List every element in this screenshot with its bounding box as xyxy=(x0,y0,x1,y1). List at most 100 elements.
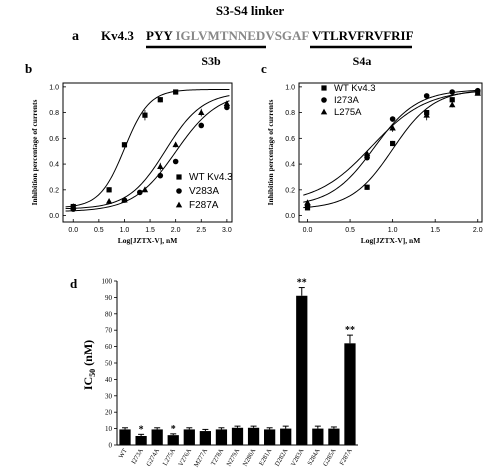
panel-d-label: d xyxy=(70,276,78,291)
data-point xyxy=(141,186,149,193)
y-tick-label: 50 xyxy=(105,360,113,368)
fit-curve-f287a xyxy=(65,95,230,210)
category-label: V276A xyxy=(177,447,193,467)
data-point xyxy=(423,93,430,99)
x-axis-label: Log[JZTX-V], nM xyxy=(361,236,421,245)
y-tick-label: 0.8 xyxy=(285,110,295,117)
y-tick-label: 90 xyxy=(105,294,113,302)
data-point xyxy=(389,124,396,131)
y-tick-label: 0 xyxy=(109,442,113,450)
data-point xyxy=(390,140,396,147)
bar xyxy=(135,435,147,445)
legend-label: F287A xyxy=(189,200,219,211)
bar xyxy=(247,427,260,445)
legend-label: I273A xyxy=(334,95,359,106)
category-label: G274A xyxy=(145,447,161,467)
data-point xyxy=(223,100,231,106)
legend-marker xyxy=(321,85,327,91)
fit-curve-i273a xyxy=(303,89,478,203)
y-tick-label: 1.0 xyxy=(49,84,59,91)
x-tick-label: 2.0 xyxy=(171,227,181,234)
y-tick-label: 30 xyxy=(105,392,113,400)
y-tick-label: 0.6 xyxy=(285,136,295,143)
data-point xyxy=(449,101,456,108)
legend-label: WT Kv4.3 xyxy=(189,172,233,183)
data-point xyxy=(474,89,481,96)
category-label: WT xyxy=(118,447,129,459)
category-label: E281A xyxy=(258,447,273,467)
x-tick-label: 3.0 xyxy=(222,227,232,234)
category-label: S284A xyxy=(306,447,321,466)
bar xyxy=(264,429,276,445)
category-label: G285A xyxy=(322,447,338,467)
bar xyxy=(296,295,308,445)
data-point xyxy=(198,109,205,116)
bar xyxy=(280,428,292,445)
bar xyxy=(151,429,163,445)
fit-curve-l275a xyxy=(303,91,478,196)
legend-marker xyxy=(176,188,182,194)
panel-a: S3-S4 linker a Kv4.3 PYY IGLVMTNNEDVSGAF… xyxy=(72,3,414,68)
legend-label: L275A xyxy=(334,107,362,118)
panel-c-label: c xyxy=(261,61,267,76)
linker-title: S3-S4 linker xyxy=(216,3,284,18)
category-label: N279A xyxy=(226,447,242,467)
bar xyxy=(312,428,324,445)
data-point xyxy=(157,97,163,103)
ylabel-unit: (nM) xyxy=(81,340,95,369)
channel-name: Kv4.3 xyxy=(101,28,134,43)
y-tick-label: 0.2 xyxy=(49,187,59,194)
x-tick-label: 0.0 xyxy=(68,227,78,234)
panel-c: c 0.0 0.5 1.0 1.5 2.0 0.0 0.2 0.4 0.6 0.8 1.0 Log[JZ… xyxy=(261,61,483,245)
data-point xyxy=(423,111,430,118)
fit-curve-v283a xyxy=(65,100,230,212)
y-axis-label: Inhibition percentage of currents xyxy=(30,100,39,206)
y-axis-label: IC50 (nM) xyxy=(81,340,97,390)
y-tick-label: 0.8 xyxy=(49,110,59,117)
bar xyxy=(183,429,195,445)
y-tick-label: 0.0 xyxy=(49,213,59,220)
category-label: L275A xyxy=(162,447,177,467)
data-point xyxy=(389,116,396,122)
legend-marker xyxy=(176,174,182,180)
legend-marker xyxy=(175,201,183,208)
ylabel-main: IC xyxy=(81,377,95,390)
data-point xyxy=(363,150,371,157)
category-label: F287A xyxy=(339,447,354,466)
fit-curve-wt-kv4-3 xyxy=(65,88,230,208)
data-point xyxy=(121,196,128,203)
category-label: D282A xyxy=(274,447,290,467)
ylabel-subscript: 50 xyxy=(88,369,97,377)
y-tick-label: 0.4 xyxy=(285,162,295,169)
significance-marker: * xyxy=(171,424,176,435)
y-tick-label: 100 xyxy=(102,278,113,286)
y-tick-label: 20 xyxy=(105,409,113,417)
seq-part3: VTLRVFRVFRIF xyxy=(312,28,414,43)
data-point xyxy=(224,104,230,111)
category-label: T278A xyxy=(210,447,225,467)
data-point xyxy=(173,89,179,95)
data-point xyxy=(449,97,455,103)
panel-a-label: a xyxy=(72,29,79,44)
x-tick-label: 2.5 xyxy=(196,227,206,234)
category-label: M277A xyxy=(193,447,209,468)
data-point xyxy=(172,141,179,148)
bar xyxy=(167,435,179,445)
y-tick-label: 1.0 xyxy=(285,84,295,91)
y-tick-label: 0.6 xyxy=(49,136,59,143)
data-point xyxy=(157,163,164,170)
panel-b-label: b xyxy=(25,61,32,76)
y-tick-label: 10 xyxy=(105,425,113,433)
significance-marker: ** xyxy=(345,325,355,336)
significance-marker: ** xyxy=(297,278,307,289)
y-tick-label: 40 xyxy=(105,376,113,384)
significance-marker: * xyxy=(139,424,144,435)
y-tick-label: 0.4 xyxy=(49,162,59,169)
x-tick-label: 1.0 xyxy=(120,227,130,234)
legend-marker xyxy=(320,108,328,115)
x-tick-label: 1.0 xyxy=(388,227,398,234)
bar xyxy=(119,429,131,445)
data-point xyxy=(172,158,179,165)
x-tick-label: 2.0 xyxy=(473,227,483,234)
